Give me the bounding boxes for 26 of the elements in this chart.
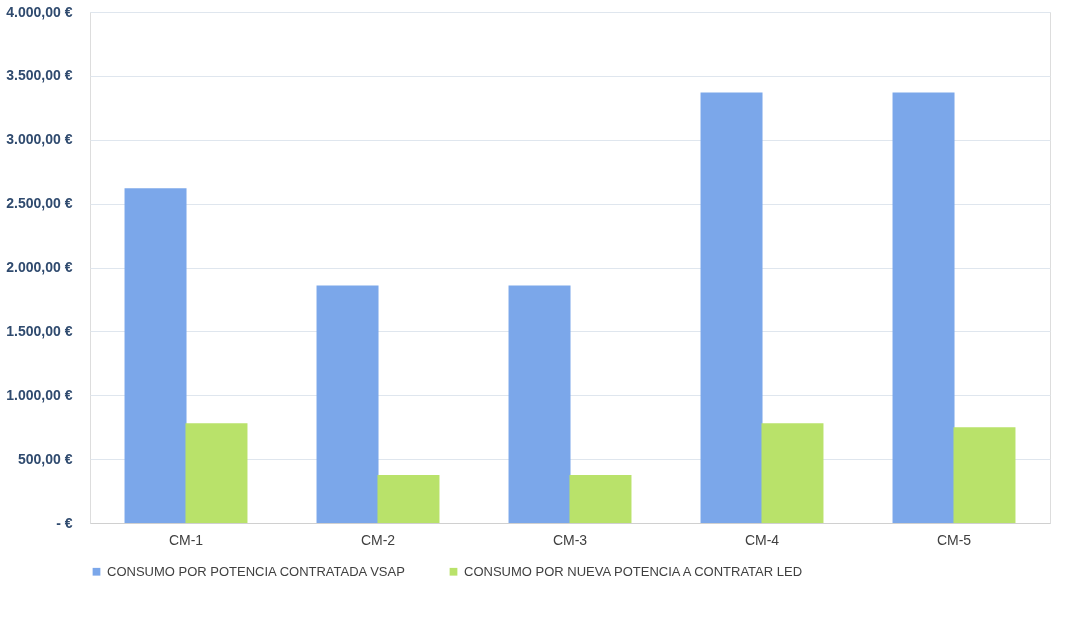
y-tick-label: 3.000,00 € [6, 131, 73, 148]
bar [124, 188, 187, 523]
bar [569, 475, 632, 523]
legend-label: CONSUMO POR POTENCIA CONTRATADA VSAP [107, 563, 405, 579]
x-tick-label: CM-4 [744, 531, 780, 548]
y-tick-label: 1.500,00 € [6, 322, 73, 339]
y-tick-label: - € [56, 514, 73, 531]
bar [316, 285, 379, 523]
x-tick-label: CM-1 [168, 531, 204, 548]
y-tick-label: 3.500,00 € [6, 67, 73, 84]
x-tick-label: CM-3 [552, 531, 588, 548]
y-tick-label: 2.500,00 € [6, 195, 73, 212]
y-tick-label: 1.000,00 € [6, 386, 73, 403]
bar [953, 427, 1016, 523]
bar [700, 92, 763, 523]
bar [761, 423, 824, 523]
y-tick-label: 500,00 € [18, 450, 73, 467]
y-tick-label: 4.000,00 € [6, 3, 73, 20]
y-tick-label: 2.000,00 € [6, 259, 73, 275]
x-tick-label: CM-2 [360, 531, 396, 548]
bar [185, 423, 248, 523]
legend-label: CONSUMO POR NUEVA POTENCIA A CONTRATAR LED [464, 563, 803, 579]
x-tick-label: CM-5 [936, 531, 972, 548]
bar [892, 92, 955, 523]
bar [508, 285, 571, 523]
bar [377, 475, 440, 523]
